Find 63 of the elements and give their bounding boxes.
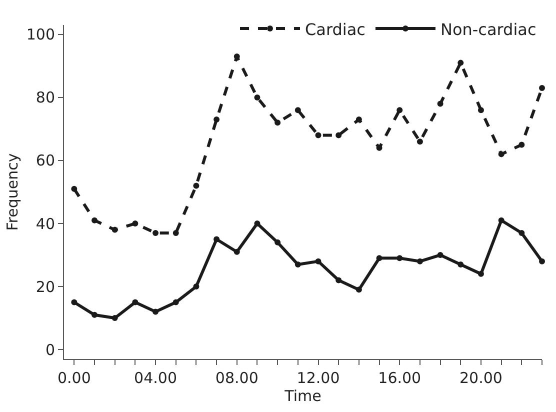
point xyxy=(518,230,525,236)
point xyxy=(416,138,423,145)
point xyxy=(478,107,484,114)
point xyxy=(274,120,281,126)
point xyxy=(539,85,545,92)
point xyxy=(336,132,342,138)
y-tick-label: 80 xyxy=(36,88,55,107)
point xyxy=(376,255,382,262)
x-tick-label: 12.00 xyxy=(296,369,340,387)
point xyxy=(437,100,444,107)
y-tick-label: 40 xyxy=(36,214,55,233)
point xyxy=(518,142,525,148)
point xyxy=(112,226,118,233)
point xyxy=(193,182,200,189)
x-tick-label: 20.00 xyxy=(460,369,502,387)
point xyxy=(458,60,464,66)
point xyxy=(315,132,322,138)
point xyxy=(172,299,179,306)
x-axis-title: Time xyxy=(284,387,322,405)
y-tick-label: 20 xyxy=(36,278,55,296)
x-tick-label: 08.00 xyxy=(215,369,258,387)
y-tick-label: 0 xyxy=(45,340,55,359)
point xyxy=(274,239,281,246)
point xyxy=(112,315,118,322)
point xyxy=(92,312,98,318)
point xyxy=(498,217,504,224)
point xyxy=(539,258,545,264)
point xyxy=(336,277,342,284)
y-axis-title: Frequency xyxy=(4,153,22,231)
point xyxy=(498,151,504,158)
point xyxy=(214,236,220,242)
point xyxy=(172,230,179,236)
point xyxy=(214,116,220,123)
point xyxy=(71,186,78,192)
point xyxy=(254,220,260,227)
point xyxy=(71,299,78,306)
point xyxy=(132,220,138,227)
legend-label: Non-cardiac xyxy=(440,20,536,39)
x-tick-label: 16.00 xyxy=(378,369,422,387)
point xyxy=(152,308,159,315)
point xyxy=(416,258,423,264)
point xyxy=(437,252,444,258)
legend-label: Cardiac xyxy=(305,20,366,39)
point xyxy=(294,107,301,114)
point xyxy=(132,299,138,306)
point xyxy=(152,230,159,236)
point xyxy=(478,270,484,277)
x-tick-label: 0.00 xyxy=(57,369,91,387)
point xyxy=(315,258,322,264)
point xyxy=(396,255,403,262)
point xyxy=(294,261,301,268)
point xyxy=(396,107,403,114)
point xyxy=(234,248,240,255)
x-tick-label: 04.00 xyxy=(134,369,178,387)
point xyxy=(356,286,362,293)
point xyxy=(458,261,464,268)
point xyxy=(356,116,362,123)
point xyxy=(193,284,200,290)
point xyxy=(92,217,98,224)
y-tick-label: 60 xyxy=(36,152,55,170)
point xyxy=(254,94,260,100)
point xyxy=(376,144,382,151)
y-tick-label: 100 xyxy=(26,26,55,44)
